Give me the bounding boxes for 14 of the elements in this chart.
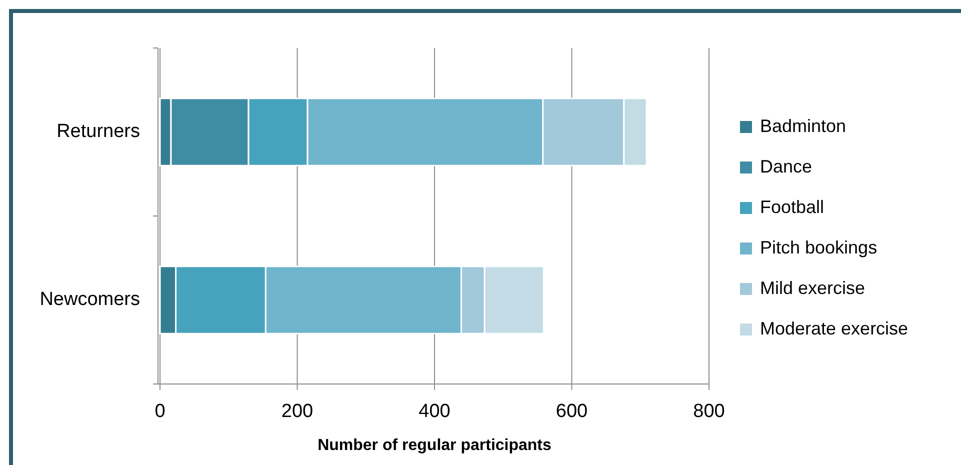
y-tick-label: Newcomers [40,289,140,310]
x-tick-label: 200 [281,401,314,422]
x-tick-label: 800 [693,401,725,422]
legend-label: Football [760,196,824,217]
legend-label: Pitch bookings [760,237,878,258]
legend-label: Badminton [760,116,846,136]
legend-label: Mild exercise [760,278,866,298]
x-tick-label: 600 [556,401,588,422]
x-axis-title: Number of regular participants [318,437,552,454]
x-tick-label: 0 [154,401,166,422]
legend-label: Dance [760,156,812,176]
y-tick-label: Returners [56,121,140,142]
x-tick-label: 400 [418,401,450,422]
legend-label: Moderate exercise [760,318,908,338]
